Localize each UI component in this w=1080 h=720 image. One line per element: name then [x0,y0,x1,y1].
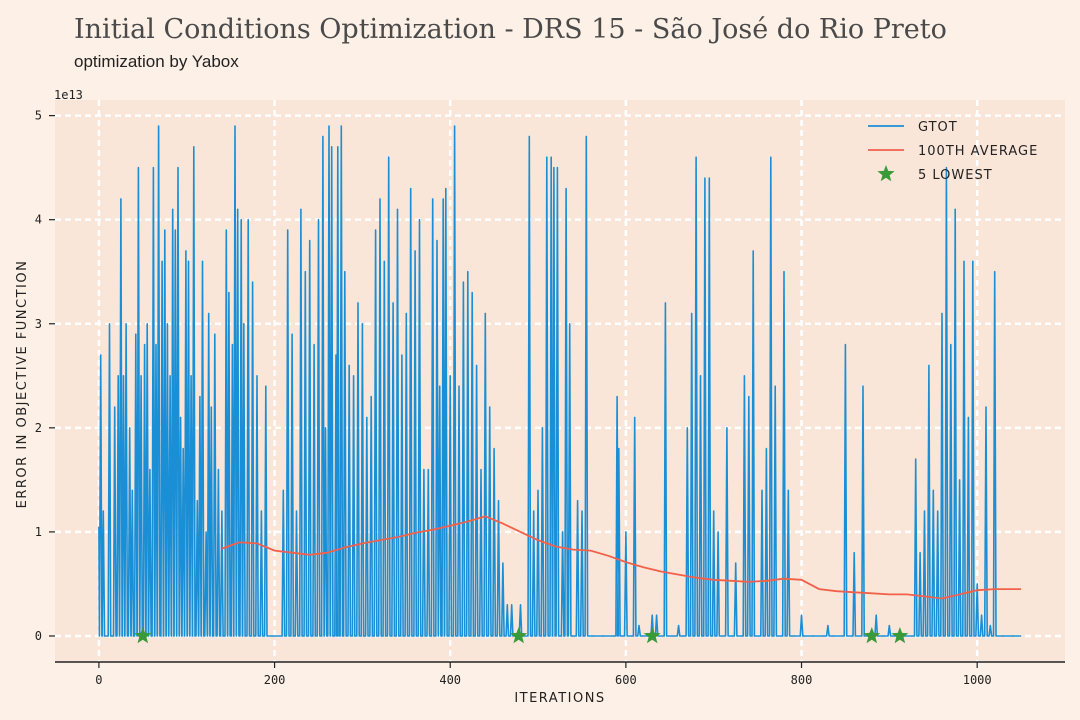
y-tick-label: 3 [35,317,42,331]
chart-title: Initial Conditions Optimization - DRS 15… [74,14,947,45]
legend-label: 5 LOWEST [918,168,993,183]
x-tick-label: 200 [264,673,286,687]
x-axis-label: ITERATIONS [514,691,605,706]
y-tick-label: 2 [35,421,42,435]
y-tick-label: 0 [35,629,42,643]
lowest-point-star [891,627,909,644]
plot-area [55,100,1065,662]
chart-subtitle: optimization by Yabox [74,52,239,71]
legend: GTOT 100TH AVERAGE 5 LOWEST [868,120,1038,183]
legend-swatch-star [877,165,895,182]
y-tick-label: 1 [35,525,42,539]
lowest-point-star [643,627,661,644]
x-tick-label: 400 [439,673,461,687]
legend-label: GTOT [918,120,958,135]
ticks: 0 200 400 600 800 1000 0 1 2 3 4 5 [35,109,992,687]
x-tick-label: 1000 [963,673,992,687]
x-tick-label: 0 [95,673,102,687]
series-average-line [221,515,1022,600]
y-axis-label: ERROR IN OBJECTIVE FUNCTION [15,260,30,509]
y-tick-label: 4 [35,213,42,227]
y-scale-label: 1e13 [54,88,83,102]
x-tick-label: 600 [615,673,637,687]
lowest-point-star [863,627,881,644]
legend-label: 100TH AVERAGE [918,144,1038,159]
series-gtot-line [98,125,1022,637]
lowest-point-star [134,627,152,644]
series-layer [98,125,1022,644]
lowest-point-star [510,627,528,644]
y-tick-label: 5 [35,109,42,123]
x-tick-label: 800 [791,673,813,687]
